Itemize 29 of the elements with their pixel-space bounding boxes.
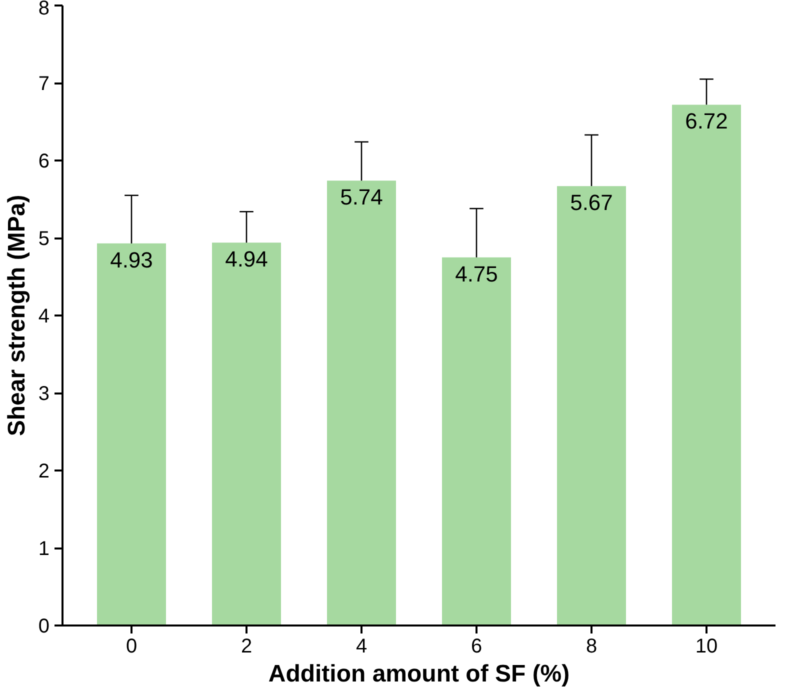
y-tick-label: 3 <box>38 383 50 405</box>
x-tick-label: 10 <box>695 636 718 658</box>
bar <box>212 242 281 626</box>
x-tick-label: 6 <box>470 636 482 658</box>
data-label: 4.75 <box>455 261 498 286</box>
x-tick-label: 2 <box>240 636 252 658</box>
bar <box>327 180 396 626</box>
y-tick-label: 0 <box>38 616 50 638</box>
y-tick-label: 8 <box>38 0 50 20</box>
y-tick-label: 7 <box>38 73 50 95</box>
bar <box>557 186 626 626</box>
bar <box>672 104 741 626</box>
data-label: 4.94 <box>225 246 268 272</box>
x-tick-label: 4 <box>356 636 368 658</box>
y-tick-label: 4 <box>38 306 50 328</box>
y-axis-title: Shear strength (MPa) <box>3 194 30 436</box>
y-tick-label: 5 <box>38 228 50 250</box>
x-axis-title: Addition amount of SF (%) <box>268 660 570 688</box>
data-label: 6.72 <box>685 108 728 134</box>
y-tick-label: 6 <box>38 150 50 172</box>
data-label: 5.67 <box>570 190 613 216</box>
data-label: 5.74 <box>340 184 383 210</box>
x-tick-label: 8 <box>586 636 598 658</box>
data-label: 4.93 <box>110 247 153 272</box>
bar <box>97 243 166 626</box>
y-tick-label: 2 <box>38 460 50 482</box>
bar <box>442 257 511 626</box>
x-tick-label: 0 <box>126 636 138 658</box>
y-tick-label: 1 <box>38 538 50 560</box>
